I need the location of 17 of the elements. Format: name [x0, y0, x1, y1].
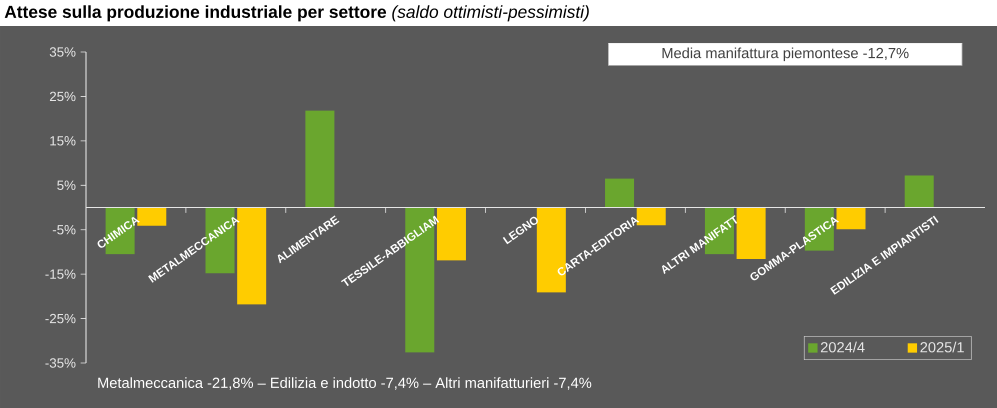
- text: Metalmeccanica -21,8% – Edilizia e indotto -7,4% – Altri manifatturieri -7,4%: [98, 377, 592, 390]
- y-tick-label: -25%: [45, 314, 76, 324]
- bar: [305, 110, 334, 208]
- chart-subtitle: (saldo ottimisti-pessimisti): [392, 5, 589, 22]
- annotation: Media manifattura piemontese -12,7%: [662, 47, 909, 62]
- y-tick-label: -5%: [52, 225, 76, 234]
- bar: [904, 176, 934, 208]
- chart-title: Attese sulla produzione industriale per settore: [4, 5, 386, 22]
- bar: [605, 178, 634, 208]
- y-tick-label: 35%: [50, 47, 76, 57]
- y-tick-label: 25%: [50, 92, 76, 102]
- y-tick-label: 15%: [50, 136, 76, 146]
- y-tick-label: 5%: [57, 180, 76, 190]
- legend-label: 2025/1: [920, 342, 964, 352]
- y-tick-label: -35%: [45, 358, 76, 368]
- y-tick-label: -15%: [45, 269, 76, 279]
- legend-label: 2024/4: [820, 342, 865, 352]
